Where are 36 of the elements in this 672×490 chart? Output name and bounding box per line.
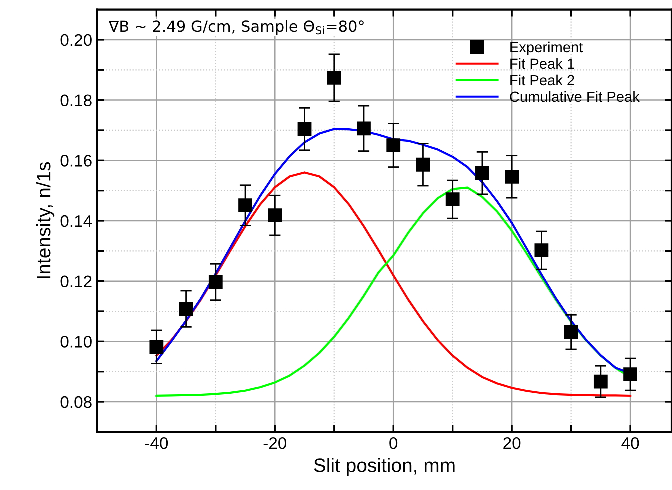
point bbox=[624, 368, 638, 382]
x-axis-title: Slit position, mm bbox=[314, 458, 455, 476]
x-tick-label: -40 bbox=[145, 437, 168, 450]
y-axis-title: Intensity, n/1s bbox=[36, 162, 55, 278]
x-tick-label: 40 bbox=[622, 437, 640, 450]
y-tick-label: 0.16 bbox=[60, 155, 92, 167]
y-tick-label: 0.14 bbox=[60, 215, 92, 228]
point bbox=[505, 170, 520, 184]
x-tick-label: 0 bbox=[390, 437, 398, 450]
y-tick-label: 0.20 bbox=[60, 34, 92, 46]
x-tick-label: -20 bbox=[264, 437, 287, 450]
y-tick-label: 0.18 bbox=[60, 94, 92, 107]
point bbox=[298, 122, 312, 136]
point bbox=[594, 374, 608, 389]
x-tick-label: 20 bbox=[504, 437, 521, 450]
y-tick-label: 0.10 bbox=[60, 336, 92, 348]
legend-label: Fit Peak 1 bbox=[510, 58, 574, 70]
point bbox=[268, 208, 282, 223]
point bbox=[534, 244, 549, 258]
annotation: ∇B ~ 2.49 G/cm, Sample Θ$_{Si}$=80° bbox=[108, 20, 364, 36]
point bbox=[238, 198, 252, 213]
y-tick-label: 0.12 bbox=[60, 276, 92, 288]
legend-label: Fit Peak 2 bbox=[510, 74, 574, 86]
point bbox=[179, 302, 194, 316]
point bbox=[357, 122, 371, 136]
point bbox=[208, 275, 223, 290]
y-tick-label: 0.08 bbox=[60, 396, 92, 408]
point bbox=[386, 138, 401, 153]
point bbox=[327, 71, 342, 85]
point bbox=[446, 192, 460, 207]
point bbox=[564, 325, 578, 340]
point bbox=[416, 158, 430, 172]
legend-label: Experiment bbox=[510, 42, 584, 56]
point bbox=[150, 340, 164, 354]
point bbox=[476, 166, 490, 180]
legend-label: Cumulative Fit Peak bbox=[510, 91, 640, 102]
